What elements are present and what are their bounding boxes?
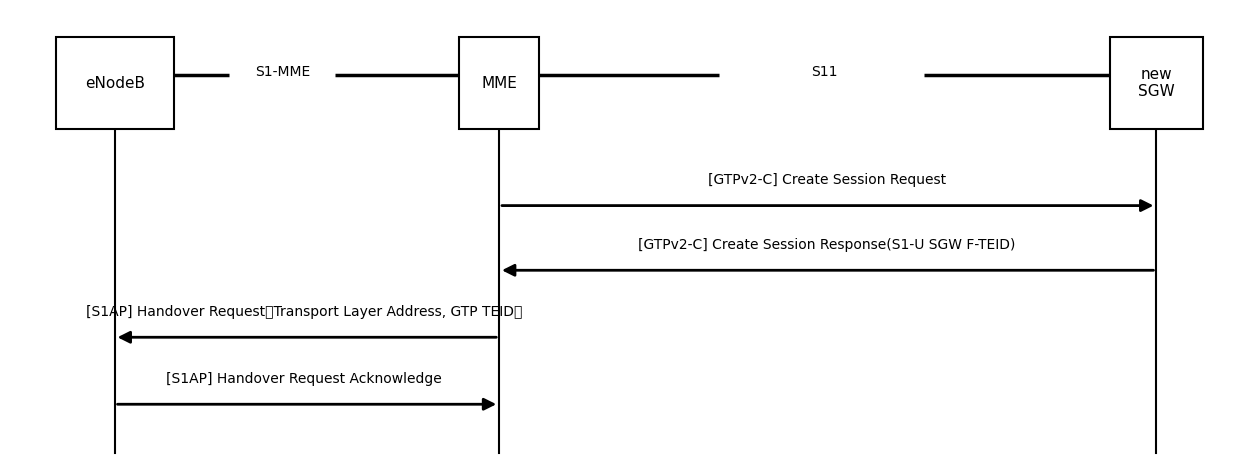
- Bar: [56, 37, 174, 129]
- Text: new
SGW: new SGW: [1138, 67, 1174, 99]
- Text: [GTPv2-C] Create Session Response(S1-U SGW F-TEID): [GTPv2-C] Create Session Response(S1-U S…: [639, 238, 1016, 252]
- Text: S1-MME: S1-MME: [255, 65, 310, 79]
- Text: eNodeB: eNodeB: [84, 76, 145, 91]
- Text: [GTPv2-C] Create Session Request: [GTPv2-C] Create Session Request: [708, 173, 946, 187]
- Text: [S1AP] Handover Request（Transport Layer Address, GTP TEID）: [S1AP] Handover Request（Transport Layer …: [86, 305, 522, 319]
- Text: S11: S11: [811, 65, 838, 79]
- Text: [S1AP] Handover Request Acknowledge: [S1AP] Handover Request Acknowledge: [166, 372, 441, 386]
- Bar: [459, 37, 539, 129]
- Text: MME: MME: [481, 76, 517, 91]
- Bar: [1110, 37, 1203, 129]
